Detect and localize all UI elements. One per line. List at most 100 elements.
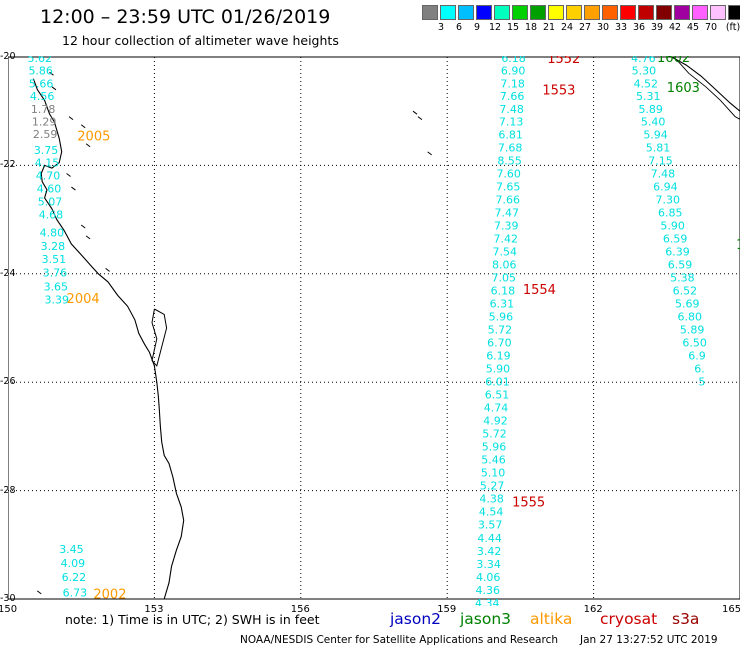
swh-value: 7.60 xyxy=(496,168,521,181)
y-tick-label: -26 xyxy=(0,376,16,388)
swh-value: 5.96 xyxy=(482,441,507,454)
colorbar-cell xyxy=(548,5,564,20)
colorbar-label: 45 xyxy=(686,22,700,33)
swh-value: 7.42 xyxy=(494,233,519,246)
colorbar-label: 12 xyxy=(488,22,502,33)
colorbar-label: 9 xyxy=(473,22,481,33)
fraser-island xyxy=(151,308,168,367)
swh-value: 3.42 xyxy=(477,545,502,558)
x-tick-label: 162 xyxy=(583,604,603,615)
swh-value: 5.40 xyxy=(641,115,666,128)
swh-value: 5.94 xyxy=(643,129,668,142)
swh-value: 3.39 xyxy=(45,293,70,306)
island-speck xyxy=(71,186,76,191)
swh-value: 6.39 xyxy=(665,246,690,259)
satellite-jason2: jason2 xyxy=(390,610,442,628)
swh-value: 5.38 xyxy=(670,272,695,285)
y-tick-label: -20 xyxy=(0,51,16,62)
swh-value: 5.46 xyxy=(481,454,506,467)
swh-value: 6.18 xyxy=(501,56,526,65)
swh-value: 7.65 xyxy=(496,181,521,194)
swh-value: 7.68 xyxy=(498,142,523,155)
swh-value: 7.47 xyxy=(494,207,519,220)
track-label: 1603 xyxy=(667,81,700,96)
swh-value: 6.59 xyxy=(668,259,693,272)
swh-value: 5 xyxy=(698,376,705,389)
swh-value: 7.48 xyxy=(499,103,524,116)
swh-value: 5.90 xyxy=(486,363,511,376)
colorbar-label: 15 xyxy=(506,22,520,33)
swh-value: 5.72 xyxy=(482,428,507,441)
island-speck xyxy=(105,267,110,272)
swh-value: 4.80 xyxy=(40,227,65,240)
swh-value: 4.68 xyxy=(39,209,64,222)
swh-value: 6. xyxy=(694,363,705,376)
satellite-cryosat: cryosat xyxy=(600,610,658,628)
x-tick-label: 165 xyxy=(722,604,740,615)
swh-value: 1.78 xyxy=(31,103,56,116)
colorbar-cell xyxy=(710,5,726,20)
swh-value: 5.66 xyxy=(29,78,54,91)
swh-value: 5.96 xyxy=(489,311,514,324)
swh-value: 7.13 xyxy=(499,115,524,128)
swh-value: 7.05 xyxy=(492,272,517,285)
swh-value: 6.31 xyxy=(490,298,515,311)
island-speck xyxy=(417,116,423,121)
y-tick-label: -30 xyxy=(0,593,16,604)
track-label: 2004 xyxy=(67,292,100,307)
colorbar-label: 21 xyxy=(542,22,556,33)
swh-value: 6.52 xyxy=(673,285,698,298)
x-tick-label: 150 xyxy=(0,604,18,615)
colorbar-label: 18 xyxy=(524,22,538,33)
swh-value: 4.36 xyxy=(475,584,500,597)
island-speck xyxy=(85,143,91,148)
swh-value: 7.39 xyxy=(494,220,519,233)
map-frame xyxy=(8,56,740,600)
colorbar-label: 30 xyxy=(596,22,610,33)
swh-value: 7.66 xyxy=(500,90,525,103)
colorbar-cell xyxy=(602,5,618,20)
island-speck xyxy=(80,224,86,229)
island-speck xyxy=(412,110,418,115)
track-label: 1553 xyxy=(542,84,575,99)
swh-value: 6.51 xyxy=(485,389,510,402)
coastline-new-caledonia-inner xyxy=(676,59,740,120)
colorbar-cell xyxy=(638,5,654,20)
swh-value: 4.70 xyxy=(36,170,61,183)
swh-value: 4.38 xyxy=(479,493,504,506)
swh-value: 6.85 xyxy=(658,207,683,220)
colorbar-cell xyxy=(692,5,708,20)
swh-value: 4.15 xyxy=(35,157,60,170)
swh-value: 3.51 xyxy=(42,253,67,266)
swh-value: 5.89 xyxy=(638,103,663,116)
swh-value: 6.80 xyxy=(677,311,702,324)
swh-value: 5.10 xyxy=(481,467,506,480)
swh-value: 5.89 xyxy=(680,324,705,337)
swh-value: 5.86 xyxy=(28,65,53,78)
swh-value: 3.75 xyxy=(34,144,59,157)
colorbar-cell xyxy=(728,5,740,20)
swh-value: 1.29 xyxy=(32,115,57,128)
swh-value: 6.9 xyxy=(688,350,706,363)
colorbar-cell xyxy=(566,5,582,20)
swh-value: 7.54 xyxy=(493,246,518,259)
swh-value: 4.44 xyxy=(477,532,502,545)
coastline-australia xyxy=(32,78,185,600)
swh-value: 3.76 xyxy=(43,267,68,280)
swh-value: 4.52 xyxy=(634,78,659,91)
y-tick-label: -22 xyxy=(0,159,16,171)
swh-value: 7.15 xyxy=(648,155,673,168)
colorbar-label: 42 xyxy=(668,22,682,33)
x-tick-label: 153 xyxy=(144,604,164,615)
satellite-jason3: jason3 xyxy=(460,610,512,628)
swh-value: 7.48 xyxy=(651,168,676,181)
colorbar-label: 39 xyxy=(650,22,664,33)
colorbar-cell xyxy=(530,5,546,20)
swh-value: 6.94 xyxy=(653,181,678,194)
track-label: 1552 xyxy=(547,56,580,67)
island-speck xyxy=(66,173,71,177)
colorbar-cell xyxy=(620,5,636,20)
swh-value: 3.28 xyxy=(41,240,66,253)
track-label: 1602 xyxy=(657,56,690,66)
swh-value: 6.19 xyxy=(486,350,511,363)
